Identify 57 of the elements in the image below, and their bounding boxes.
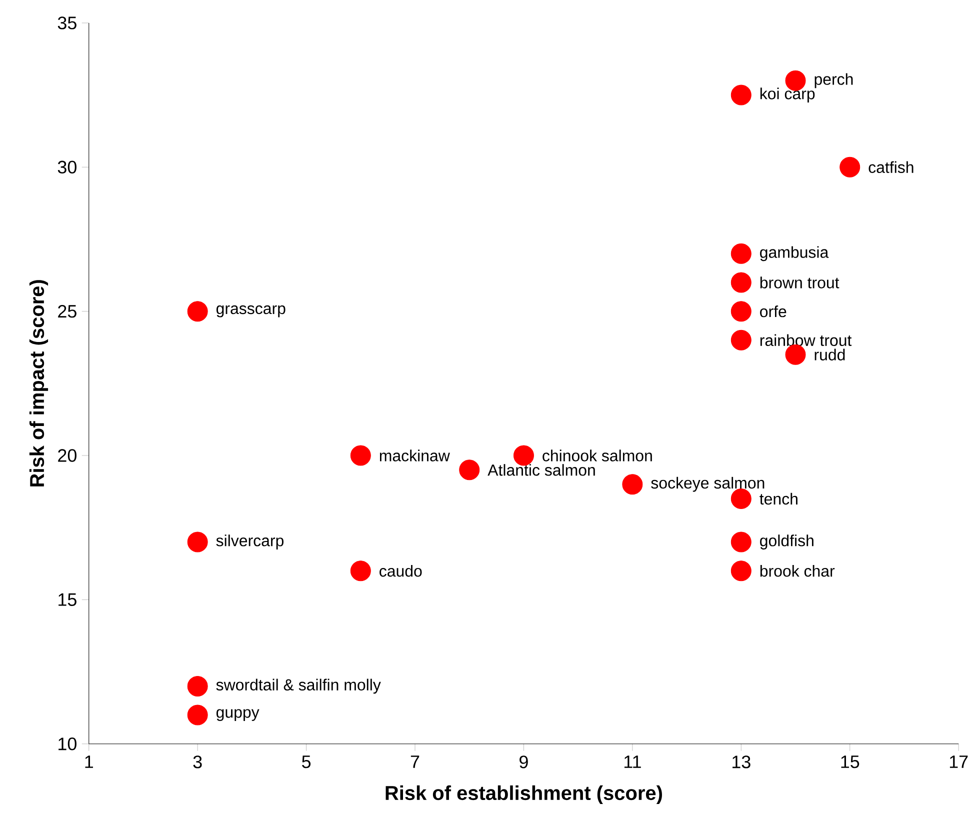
point xyxy=(187,301,208,322)
y-tick-label: 15 xyxy=(58,594,76,606)
x-axis-title: Risk of establishment (score) xyxy=(386,786,662,804)
x-tick-label: 9 xyxy=(520,756,528,768)
x-tick-label: 15 xyxy=(841,756,860,768)
annotation: goldfish xyxy=(760,534,814,550)
point xyxy=(785,344,806,365)
y-tick-label: 20 xyxy=(58,449,76,462)
annotation: rudd xyxy=(814,348,845,361)
point xyxy=(730,560,752,582)
x-tick-label: 17 xyxy=(950,756,968,768)
point xyxy=(187,532,208,552)
annotation: rainbow trout xyxy=(760,334,852,346)
annotation: caudo xyxy=(380,565,422,577)
x-tick-label: 11 xyxy=(624,756,641,768)
point xyxy=(187,704,208,726)
annotation: tench xyxy=(760,493,798,505)
x-tick-label: 3 xyxy=(193,756,202,768)
point xyxy=(730,301,752,322)
annotation: orfe xyxy=(760,306,786,318)
point xyxy=(730,488,752,510)
point xyxy=(730,532,752,552)
annotation: koi carp xyxy=(760,88,815,103)
point xyxy=(730,84,752,106)
x-tick-label: 1 xyxy=(85,756,93,768)
y-axis-title: Risk of impact (score) xyxy=(29,280,48,487)
annotation: Atlantic salmon xyxy=(488,464,595,476)
point xyxy=(350,560,371,582)
annotation: mackinaw xyxy=(380,450,450,462)
x-tick-label: 13 xyxy=(732,756,750,768)
annotation: brook char xyxy=(760,565,835,577)
point xyxy=(785,70,806,92)
annotation: swordtail & sailfin molly xyxy=(216,678,381,694)
y-tick-label: 10 xyxy=(58,738,76,750)
point xyxy=(840,157,860,178)
annotation: perch xyxy=(814,73,853,88)
point xyxy=(513,445,534,466)
annotation: gambusia xyxy=(760,246,829,262)
annotation: grasscarp xyxy=(216,305,286,318)
point xyxy=(187,676,208,697)
annotation: brown trout xyxy=(760,276,840,288)
point xyxy=(730,244,752,264)
x-tick-label: 5 xyxy=(302,756,311,768)
point xyxy=(730,330,752,351)
y-tick-label: 25 xyxy=(58,305,76,318)
x-tick-label: 7 xyxy=(410,756,420,768)
annotation: guppy xyxy=(216,709,260,722)
point xyxy=(622,474,643,495)
annotation: sockeye salmon xyxy=(651,477,764,492)
annotation: chinook salmon xyxy=(542,450,652,462)
point xyxy=(730,272,752,293)
point xyxy=(350,445,371,466)
y-tick-label: 35 xyxy=(58,16,76,30)
annotation: silvercarp xyxy=(216,534,284,550)
point xyxy=(459,460,480,480)
y-tick-label: 30 xyxy=(58,160,76,174)
annotation: catfish xyxy=(868,161,914,174)
